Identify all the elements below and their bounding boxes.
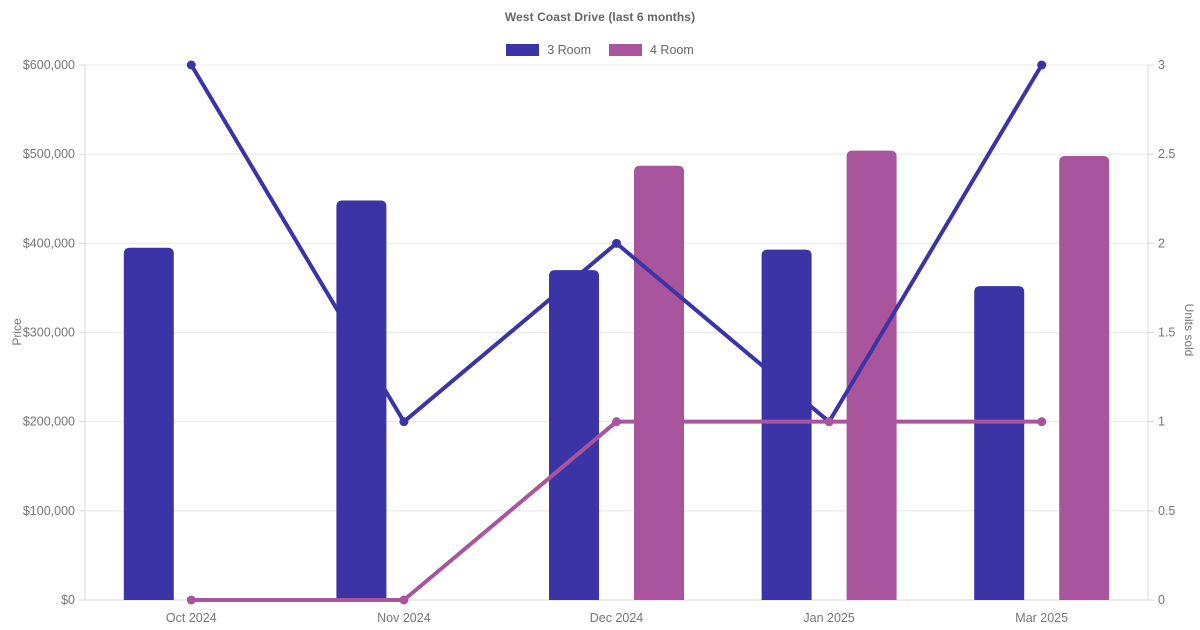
right-axis-tick-label: 3 [1158,58,1165,72]
left-axis-tick-label: $300,000 [23,326,75,340]
legend-item-4-room[interactable]: 4 Room [609,44,694,56]
point-3-room-mar-2025 [1037,60,1047,70]
point-4-room-jan-2025 [824,417,834,427]
chart-legend: 3 Room 4 Room [0,43,1200,57]
bar-4-room-jan-2025 [846,150,897,600]
point-3-room-dec-2024 [612,238,621,248]
bar-3-room-nov-2024 [336,200,387,601]
bar-4-room-mar-2025 [1059,155,1110,600]
point-4-room-oct-2024 [186,595,196,605]
bar-3-room-dec-2024 [549,270,599,600]
left-axis-tick-label: $600,000 [23,58,75,72]
bar-3-room-oct-2024 [123,247,174,600]
legend-label-4-room: 4 Room [650,43,694,57]
left-axis-tick-label: $200,000 [23,415,75,429]
bar-3-room-mar-2025 [974,286,1025,600]
left-axis-tick-label: $100,000 [23,504,75,518]
point-4-room-mar-2025 [1037,417,1047,427]
legend-label-3-room: 3 Room [547,43,591,57]
chart-title: West Coast Drive (last 6 months) [504,10,696,24]
left-axis-tick-label: $500,000 [23,147,75,161]
x-axis-label-nov-2024: Nov 2024 [377,611,431,625]
right-axis-tick-label: 1 [1158,415,1165,429]
legend-swatch-3-room [506,44,540,56]
bar-3-room-jan-2025 [761,249,812,600]
left-axis-tick-label: $400,000 [23,236,75,250]
x-axis-label-oct-2024: Oct 2024 [166,611,217,625]
x-axis-label-mar-2025: Mar 2025 [1015,611,1068,625]
point-3-room-nov-2024 [399,417,409,427]
x-axis-label-dec-2024: Dec 2024 [590,611,644,625]
point-4-room-dec-2024 [612,417,621,427]
right-axis-tick-label: 2.5 [1158,147,1175,161]
legend-item-3-room[interactable]: 3 Room [506,44,591,56]
x-axis-label-jan-2025: Jan 2025 [803,611,854,625]
left-axis-tick-label: $0 [61,593,75,607]
right-axis-tick-label: 0 [1158,593,1165,607]
right-axis-tick-label: 1.5 [1158,326,1175,340]
point-3-room-oct-2024 [186,60,196,70]
right-axis-tick-label: 2 [1158,236,1165,250]
legend-swatch-4-room [609,44,642,56]
point-4-room-nov-2024 [399,595,409,605]
bar-4-room-dec-2024 [634,165,684,600]
right-axis-tick-label: 0.5 [1158,504,1175,518]
